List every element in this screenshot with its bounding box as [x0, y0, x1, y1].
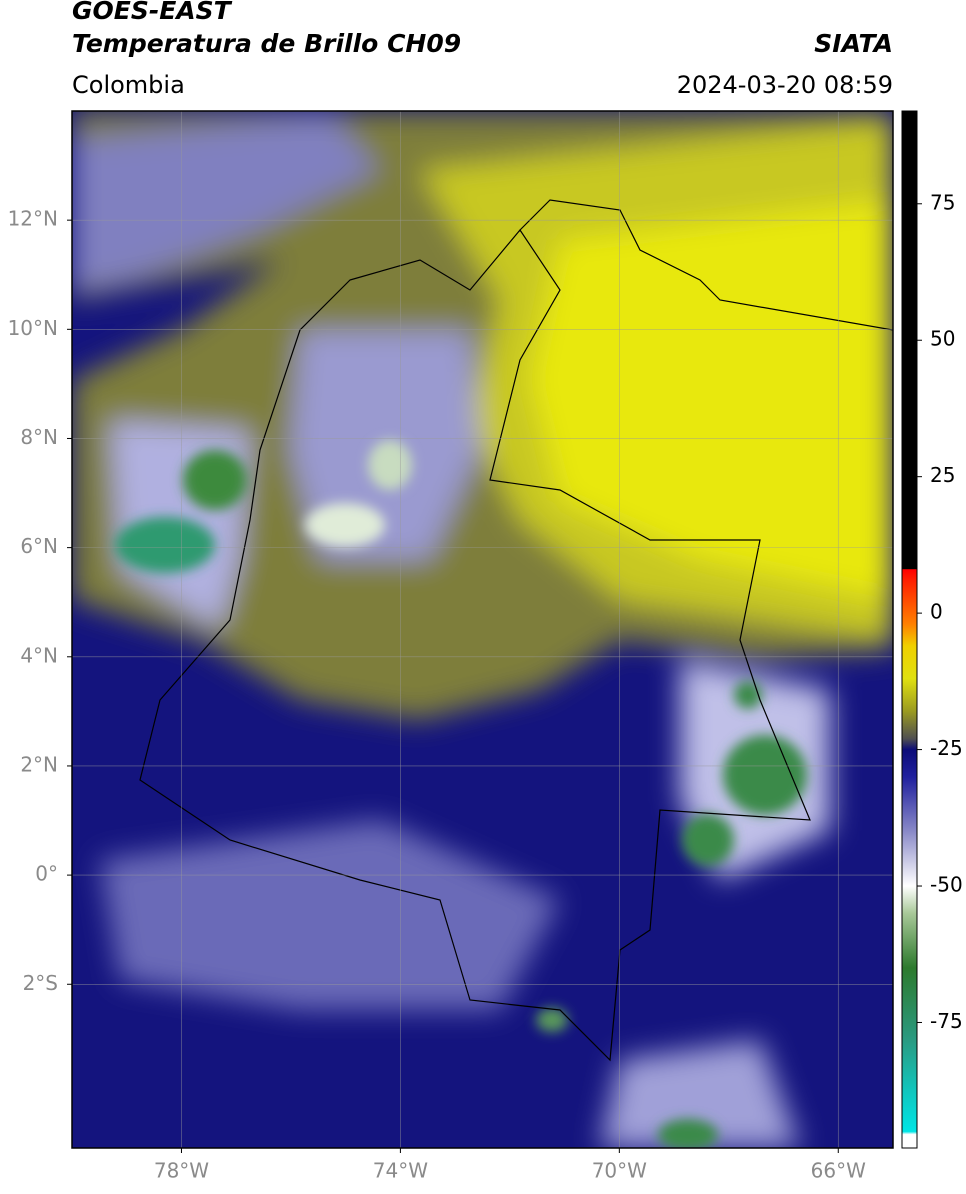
map-frame: [71, 110, 894, 1149]
colorbar-label: -50: [930, 873, 963, 897]
colorbar-label: -25: [930, 736, 963, 760]
x-tick-label: 70°W: [592, 1159, 647, 1183]
y-tick-label: 0°: [35, 862, 58, 886]
colorbar-label: 75: [930, 190, 955, 214]
grid: [72, 111, 893, 1148]
y-tick-label: 10°N: [8, 316, 58, 340]
colorbar-label: 0: [930, 600, 943, 624]
datetime: 2024-03-20 08:59: [677, 71, 893, 99]
subtitle: Temperatura de Brillo CH09: [72, 29, 461, 58]
y-tick-label: 2°S: [23, 971, 58, 995]
x-tick-label: 74°W: [373, 1159, 428, 1183]
title: GOES-EAST: [72, 0, 233, 25]
y-tick-label: 8°N: [20, 425, 58, 449]
colorbar-label: 25: [930, 463, 955, 487]
y-tick-label: 4°N: [20, 643, 58, 667]
x-tick-label: 78°W: [154, 1159, 209, 1183]
colorbar-label: 50: [930, 327, 955, 351]
y-tick-label: 6°N: [20, 534, 58, 558]
y-tick-label: 2°N: [20, 752, 58, 776]
source: SIATA: [814, 29, 893, 58]
colorbar: [901, 110, 918, 1149]
x-tick-label: 66°W: [811, 1159, 866, 1183]
region: Colombia: [72, 71, 185, 99]
y-tick-label: 12°N: [8, 207, 58, 231]
colorbar-label: -75: [930, 1009, 963, 1033]
satellite-image: [72, 111, 893, 1148]
